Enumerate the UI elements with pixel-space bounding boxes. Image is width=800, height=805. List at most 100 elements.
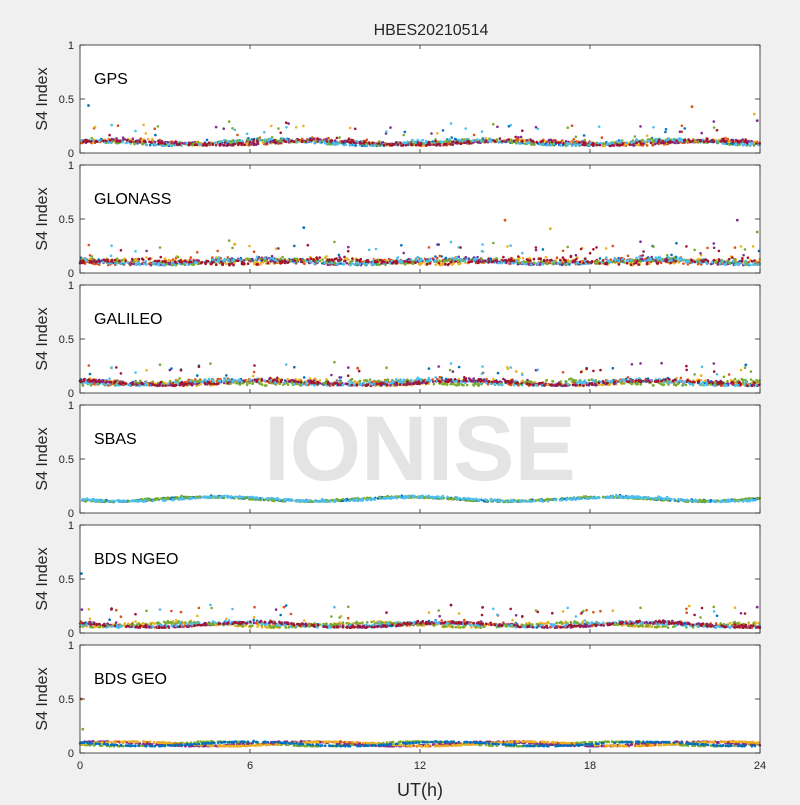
data-point <box>673 256 676 259</box>
data-point <box>132 137 135 140</box>
data-point <box>521 129 524 132</box>
data-point <box>227 258 230 261</box>
data-point <box>302 125 305 128</box>
data-point <box>539 143 542 146</box>
data-point <box>402 134 405 137</box>
y-tick-label: 0.5 <box>59 94 74 106</box>
data-point <box>351 260 354 263</box>
data-point <box>383 261 386 264</box>
data-point <box>729 144 732 147</box>
data-point <box>436 132 439 135</box>
data-point <box>576 144 579 147</box>
data-point <box>707 140 710 143</box>
data-point <box>365 260 368 263</box>
data-point <box>734 143 737 146</box>
data-point <box>502 256 505 259</box>
data-point <box>327 263 330 266</box>
data-point <box>652 126 655 129</box>
data-point <box>145 369 148 372</box>
data-point <box>511 142 514 145</box>
data-point <box>110 124 113 127</box>
data-point <box>625 259 628 262</box>
data-point <box>301 140 304 143</box>
data-point <box>404 263 407 266</box>
data-point <box>217 260 220 263</box>
data-point <box>504 140 507 143</box>
data-point <box>576 262 579 265</box>
data-point <box>618 263 621 266</box>
data-point <box>655 138 658 141</box>
data-point <box>452 370 455 373</box>
data-point <box>537 262 540 265</box>
data-point <box>697 263 700 266</box>
data-point <box>309 377 312 380</box>
data-point <box>145 250 148 253</box>
data-point <box>159 363 162 366</box>
data-point <box>507 368 510 371</box>
data-point <box>155 144 158 147</box>
data-point <box>110 244 113 247</box>
data-point <box>342 263 345 266</box>
data-point <box>399 142 402 145</box>
data-point <box>222 144 225 147</box>
data-point <box>149 144 152 147</box>
data-point <box>295 126 298 129</box>
data-point <box>231 247 234 250</box>
data-point <box>700 139 703 142</box>
data-point <box>691 260 694 263</box>
data-point <box>751 142 754 145</box>
data-point <box>452 141 455 144</box>
data-point <box>434 263 437 266</box>
data-point <box>138 258 141 261</box>
data-point <box>236 134 239 137</box>
data-point <box>673 383 676 386</box>
data-point <box>522 262 525 265</box>
data-point <box>434 259 437 262</box>
data-point <box>365 263 368 266</box>
data-point <box>284 262 287 265</box>
data-point <box>96 140 99 143</box>
data-point <box>117 124 120 127</box>
data-point <box>272 258 275 261</box>
data-point <box>454 260 457 263</box>
data-point <box>639 240 642 243</box>
data-point <box>663 383 666 386</box>
data-point <box>93 259 96 262</box>
data-point <box>231 127 234 130</box>
data-point <box>568 378 571 381</box>
data-point <box>612 245 615 248</box>
data-point <box>83 261 86 264</box>
data-point <box>588 144 591 147</box>
data-point <box>683 140 686 143</box>
data-point <box>344 143 347 146</box>
data-point <box>443 143 446 146</box>
data-point <box>705 262 708 265</box>
data-point <box>580 248 583 251</box>
data-point <box>316 258 319 261</box>
data-point <box>751 260 754 263</box>
data-point <box>574 260 577 263</box>
data-point <box>559 259 562 262</box>
data-point <box>321 258 324 261</box>
data-point <box>636 260 639 263</box>
data-point <box>664 260 667 263</box>
data-point <box>584 139 587 142</box>
data-point <box>248 245 251 248</box>
data-point <box>330 143 333 146</box>
data-point <box>360 142 363 145</box>
data-point <box>210 263 213 266</box>
data-point <box>549 144 552 147</box>
data-point <box>694 261 697 264</box>
data-point <box>741 260 744 263</box>
data-point <box>178 377 181 380</box>
data-point <box>173 263 176 266</box>
data-point <box>126 261 129 264</box>
data-point <box>429 262 432 265</box>
y-axis-label: S4 Index <box>34 67 51 130</box>
data-point <box>371 263 374 266</box>
data-point <box>325 143 328 146</box>
data-point <box>522 257 525 260</box>
data-point <box>201 261 204 264</box>
data-point <box>337 259 340 262</box>
